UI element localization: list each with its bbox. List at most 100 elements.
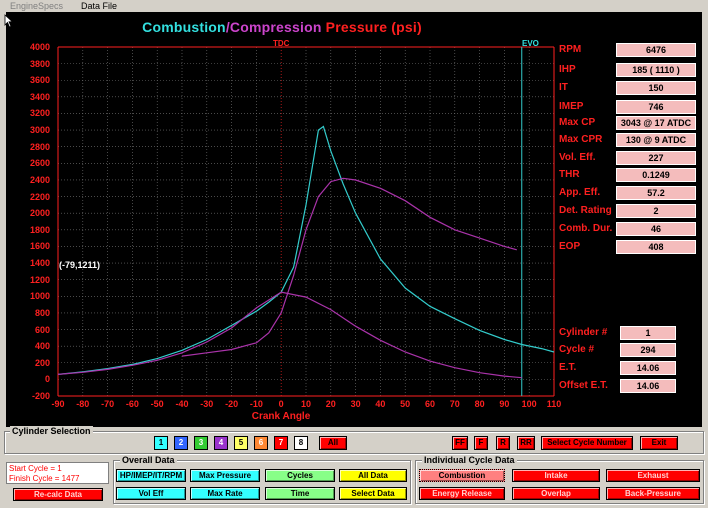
menu-enginespecs[interactable]: EngineSpecs xyxy=(10,1,64,11)
stat-value: 227 xyxy=(616,151,696,165)
stat-label: Det. Rating xyxy=(559,205,612,216)
exhaust-button[interactable]: Exhaust xyxy=(606,469,700,482)
y-tick-label: 1000 xyxy=(29,291,50,302)
y-tick-label: 4000 xyxy=(29,42,50,52)
x-tick-label: -40 xyxy=(175,399,189,409)
x-tick-label: 110 xyxy=(546,399,562,409)
time-button[interactable]: Time xyxy=(265,487,335,500)
x-tick-label: 20 xyxy=(325,399,336,409)
x-tick-label: 60 xyxy=(424,399,435,409)
x-tick-label: -80 xyxy=(76,399,90,409)
x-tick-label: 90 xyxy=(499,399,510,409)
y-tick-label: 400 xyxy=(34,341,50,352)
max-pressure-button[interactable]: Max Pressure xyxy=(190,469,260,482)
x-axis-title: Crank Angle xyxy=(251,411,311,422)
x-tick-label: -50 xyxy=(150,399,164,409)
overall-data-group xyxy=(113,460,411,504)
vol-eff-button[interactable]: Vol Eff xyxy=(116,487,186,500)
y-tick-label: 3800 xyxy=(29,58,50,69)
cycle-stat-label: Cycle # xyxy=(559,344,595,355)
stat-value: 57.2 xyxy=(616,186,696,200)
select-data-button[interactable]: Select Data xyxy=(339,487,407,500)
stat-value: 746 xyxy=(616,100,696,114)
stat-value: 3043 @ 17 ATDC xyxy=(616,116,696,130)
fast-forward-button[interactable]: FF xyxy=(452,436,468,450)
y-tick-label: 2800 xyxy=(29,141,50,152)
stat-label: RPM xyxy=(559,44,582,55)
x-tick-label: 100 xyxy=(521,399,537,409)
y-tick-label: 1800 xyxy=(29,224,50,235)
y-tick-label: 600 xyxy=(34,324,50,335)
cylinder-button-2[interactable]: 2 xyxy=(174,436,188,450)
chart-svg xyxy=(57,46,555,397)
y-tick-label: 200 xyxy=(34,357,50,368)
cylinder-all-button[interactable]: All xyxy=(319,436,347,450)
hp-imep-it-rpm-button[interactable]: HP/IMEP/IT/RPM xyxy=(116,469,186,482)
cylinder-button-5[interactable]: 5 xyxy=(234,436,248,450)
x-tick-label: 40 xyxy=(375,399,386,409)
cursor-readout: (-79,1211) xyxy=(59,260,101,270)
x-tick-label: -10 xyxy=(249,399,263,409)
fast-reverse-button[interactable]: RR xyxy=(517,436,535,450)
stat-label: IT xyxy=(559,82,568,93)
pressure-chart[interactable]: Combustion/Compression Pressure (psi) 40… xyxy=(6,12,702,427)
evo-marker-label: EVO xyxy=(522,39,539,48)
stat-value: 408 xyxy=(616,240,696,254)
select-cycle-number-button[interactable]: Select Cycle Number xyxy=(541,436,633,450)
y-tick-label: 1400 xyxy=(29,258,50,269)
x-tick-label: -60 xyxy=(125,399,139,409)
stat-value: 150 xyxy=(616,81,696,95)
menu-data-file[interactable]: Data File xyxy=(81,1,118,11)
max-rate-button[interactable]: Max Rate xyxy=(190,487,260,500)
x-tick-label: 10 xyxy=(300,399,311,409)
overlap-button[interactable]: Overlap xyxy=(512,487,600,500)
y-tick-label: -200 xyxy=(31,391,50,401)
cycles-button[interactable]: Cycles xyxy=(265,469,335,482)
cylinder-button-8[interactable]: 8 xyxy=(294,436,308,450)
mouse-pointer-icon xyxy=(4,14,14,28)
cycle-stat-value: 14.06 xyxy=(620,379,676,393)
stat-label: Vol. Eff. xyxy=(559,152,596,163)
y-tick-label: 3600 xyxy=(29,75,50,86)
stat-label: EOP xyxy=(559,241,581,252)
all-data-button[interactable]: All Data xyxy=(339,469,407,482)
y-tick-label: 1200 xyxy=(29,274,50,285)
chart-title-compression: Compression xyxy=(229,19,322,35)
recalc-data-button[interactable]: Re-calc Data xyxy=(13,488,103,501)
stat-value: 2 xyxy=(616,204,696,218)
y-tick-label: 0 xyxy=(44,374,50,385)
exit-button[interactable]: Exit xyxy=(640,436,678,450)
cylinder-selection-title: Cylinder Selection xyxy=(10,426,93,436)
stat-label: THR xyxy=(559,169,580,180)
energy-release-button[interactable]: Energy Release xyxy=(419,487,505,500)
intake-button[interactable]: Intake xyxy=(512,469,600,482)
y-tick-label: 3400 xyxy=(29,91,50,102)
individual-cycle-data-group xyxy=(415,460,704,504)
x-tick-label: -70 xyxy=(101,399,115,409)
x-tick-label: 0 xyxy=(278,399,284,409)
finish-cycle-text: Finish Cycle = 1477 xyxy=(9,474,80,483)
cylinder-button-6[interactable]: 6 xyxy=(254,436,268,450)
back-pressure-button[interactable]: Back-Pressure xyxy=(606,487,700,500)
cycle-stat-value: 1 xyxy=(620,326,676,340)
y-tick-label: 2000 xyxy=(29,208,50,219)
cylinder-button-7[interactable]: 7 xyxy=(274,436,288,450)
reverse-button[interactable]: R xyxy=(496,436,510,450)
x-tick-label: -20 xyxy=(225,399,239,409)
cylinder-button-3[interactable]: 3 xyxy=(194,436,208,450)
cylinder-button-4[interactable]: 4 xyxy=(214,436,228,450)
stat-label: IHP xyxy=(559,64,576,75)
series-line-motoring xyxy=(57,291,522,379)
x-tick-label: 80 xyxy=(474,399,485,409)
combustion-button[interactable]: Combustion xyxy=(419,469,505,482)
menu-bar: EngineSpecs Data File xyxy=(0,0,708,12)
cycle-stat-label: Cylinder # xyxy=(559,327,608,338)
forward-button[interactable]: F xyxy=(474,436,488,450)
stat-value: 6476 xyxy=(616,43,696,57)
y-tick-label: 2400 xyxy=(29,174,50,185)
x-tick-label: 30 xyxy=(350,399,361,409)
stat-label: Max CPR xyxy=(559,134,603,145)
cylinder-button-1[interactable]: 1 xyxy=(154,436,168,450)
stat-value: 0.1249 xyxy=(616,168,696,182)
overall-data-title: Overall Data xyxy=(120,455,177,465)
